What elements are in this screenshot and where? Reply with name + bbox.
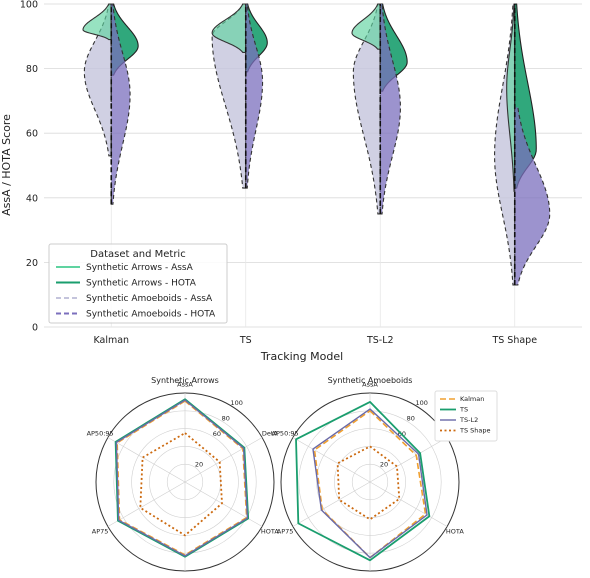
- legend-entries: Synthetic Arrows - AssA Synthetic Arrows …: [56, 263, 216, 320]
- radar-axis-label: AP50:95: [272, 430, 299, 438]
- radar-spoke: [184, 481, 263, 527]
- x-tick-label: TS-L2: [366, 335, 394, 346]
- radar-axis-label: HOTA: [446, 528, 464, 536]
- radar-series-ts-l2: [312, 408, 428, 559]
- x-tick-label: TS Shape: [491, 335, 537, 346]
- violin-legend: Dataset and Metric Synthetic Arrows - As…: [48, 243, 228, 324]
- radar-r-tick: 100: [231, 399, 243, 407]
- y-tick-labels: 0 20 40 60 80 100: [20, 0, 38, 334]
- x-tick-label: Kalman: [93, 335, 129, 346]
- radar-series-ts-shape: [139, 432, 223, 537]
- legend-label: Synthetic Amoeboids - HOTA: [86, 310, 216, 320]
- y-tick-label: 100: [20, 0, 38, 11]
- radar-chart-arrows: Synthetic Arrows AssA DetA HOTA AP50 AP75 AP5…: [87, 376, 280, 578]
- radar-series-kalman: [116, 400, 248, 556]
- radar-axis-label: AP75: [92, 528, 109, 536]
- radar-axis-label: AP50:95: [87, 430, 114, 438]
- radar-spoke: [184, 437, 263, 483]
- radar-axis-label: AP50: [177, 577, 194, 578]
- violin-kalman: [82, 3, 139, 205]
- radar-axis-label: AP75: [277, 528, 294, 536]
- radar-legend-label: TS-L2: [459, 416, 478, 424]
- violin-arrows-assa: [506, 3, 516, 192]
- y-tick-label: 80: [26, 64, 38, 75]
- radar-title-arrows: Synthetic Arrows: [151, 376, 219, 385]
- violin-panel: 0 20 40 60 80 100 Kalman TS TS-L2 TS Shape Track…: [0, 0, 582, 363]
- radar-spoke: [107, 481, 186, 527]
- violin-amoeboids-assa: [352, 3, 381, 215]
- violin-arrows-assa: [82, 3, 112, 41]
- radar-axis-label: AssA: [177, 381, 193, 389]
- radar-spoke: [292, 437, 371, 483]
- violin-arrows-assa: [211, 3, 247, 53]
- radar-axis-label: AP50: [362, 577, 379, 578]
- violin-ts-l2: [351, 3, 408, 215]
- radar-axis-label: HOTA: [261, 528, 279, 536]
- radar-legend-label: TS: [459, 406, 468, 414]
- radar-legend-label: TS Shape: [459, 427, 491, 435]
- y-tick-label: 60: [26, 129, 38, 140]
- legend-title: Dataset and Metric: [90, 249, 185, 260]
- x-tick-label: TS: [239, 335, 252, 346]
- y-tick-label: 0: [32, 323, 38, 334]
- radar-series-ts: [295, 401, 431, 562]
- legend-label: Synthetic Amoeboids - AssA: [86, 294, 213, 304]
- legend-label: Synthetic Arrows - AssA: [86, 263, 194, 273]
- y-tick-label: 20: [26, 258, 38, 269]
- violin-ts-shape: [494, 3, 551, 286]
- radar-r-tick: 100: [416, 399, 428, 407]
- radar-series-ts-l2: [115, 399, 249, 557]
- legend-frame: [48, 243, 228, 324]
- violin-amoeboids-hota: [379, 3, 401, 215]
- violin-amoeboids-hota: [514, 106, 551, 286]
- radar-r-tick: 20: [380, 461, 388, 469]
- radar-r-tick: 60: [213, 430, 221, 438]
- violin-amoeboids-assa: [211, 3, 247, 189]
- violin-amoeboids-hota: [245, 3, 264, 189]
- radar-spoke: [107, 437, 186, 483]
- violin-ts: [211, 3, 268, 189]
- radar-spoke: [369, 481, 448, 527]
- radar-axis-label: AssA: [362, 381, 378, 389]
- radar-legend-frame: [434, 390, 498, 442]
- x-tick-labels: Kalman TS TS-L2 TS Shape: [93, 335, 537, 346]
- violin-amoeboids-hota: [110, 3, 131, 205]
- radar-spoke: [369, 437, 448, 483]
- radar-axis-label: DetA: [262, 430, 279, 438]
- y-axis-label: AssA / HOTA Score: [0, 114, 13, 216]
- y-tick-label: 40: [26, 193, 38, 204]
- radar-r-tick: 80: [407, 414, 415, 422]
- radar-legend-label: Kalman: [460, 395, 484, 403]
- radar-chart-amoeboids: Synthetic Amoeboids AssADetAHOTAAP50AP75…: [272, 376, 465, 578]
- radar-legend: Kalman TS TS-L2 TS Shape: [434, 390, 498, 442]
- legend-label: Synthetic Arrows - HOTA: [86, 279, 197, 289]
- x-axis-label: Tracking Model: [260, 350, 343, 363]
- radar-r-tick: 80: [222, 414, 230, 422]
- radar-spoke: [292, 481, 371, 527]
- radar-series-ts: [114, 398, 250, 558]
- radar-r-tick: 20: [195, 461, 203, 469]
- violin-arrows-assa: [351, 3, 381, 50]
- radar-title-amoeboids: Synthetic Amoeboids: [328, 376, 413, 385]
- violins: [82, 3, 551, 286]
